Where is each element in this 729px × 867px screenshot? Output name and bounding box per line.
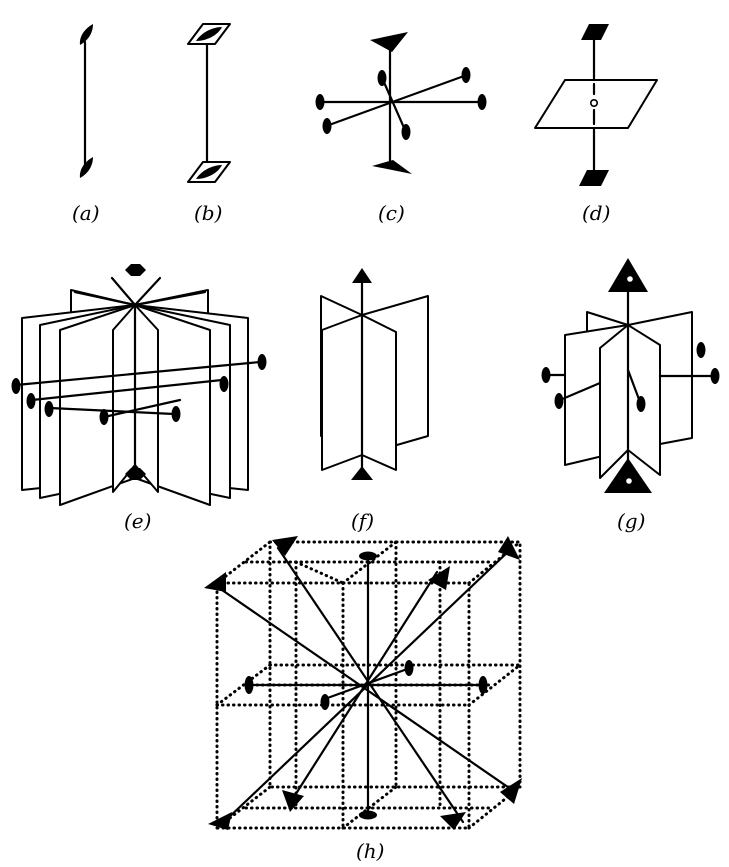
threefold-symbol-icon bbox=[352, 268, 372, 283]
threefold-symbol-icon bbox=[282, 790, 304, 812]
twofold-symbol-icon bbox=[401, 124, 411, 140]
sixfold-symbol-icon bbox=[125, 264, 146, 276]
panel-f-threefold-planes bbox=[320, 268, 429, 480]
twofold-symbol-icon bbox=[359, 810, 377, 820]
twofold-symbol-icon bbox=[477, 94, 487, 110]
twofold-symbol-icon bbox=[461, 67, 471, 83]
label-b: (b) bbox=[194, 201, 222, 225]
twofold-symbol-icon bbox=[244, 676, 254, 694]
threefold-symbol-icon bbox=[500, 778, 522, 804]
mirror-plane bbox=[134, 304, 159, 493]
panel-b-axis-with-planes bbox=[187, 23, 231, 183]
threefold-symbol-icon bbox=[272, 536, 298, 556]
twofold-symbol-icon bbox=[710, 368, 720, 384]
inversion-center-icon bbox=[626, 478, 632, 484]
threefold-symbol-icon bbox=[351, 466, 373, 480]
twofold-symbol-icon bbox=[404, 660, 414, 676]
threefold-symbol-icon bbox=[608, 258, 648, 292]
panel-h-cubic-axes bbox=[204, 536, 522, 830]
twofold-symbol-icon bbox=[196, 165, 222, 179]
inversion-center-icon bbox=[627, 276, 633, 282]
twofold-symbol-icon bbox=[320, 694, 330, 710]
twofold-symbol-icon bbox=[696, 342, 706, 358]
fourfold-symbol-icon bbox=[579, 170, 609, 186]
twofold-symbol-icon bbox=[26, 393, 36, 409]
mirror-plane bbox=[112, 304, 136, 493]
mirror-plane bbox=[361, 314, 397, 471]
threefold-symbol-icon bbox=[370, 32, 408, 52]
twofold-symbol-icon bbox=[11, 378, 21, 394]
sixfold-symbol-icon bbox=[125, 468, 146, 480]
twofold-symbol-icon bbox=[377, 70, 387, 86]
threefold-symbol-icon bbox=[204, 572, 226, 592]
label-e: (e) bbox=[124, 509, 151, 533]
twofold-symbol-icon bbox=[171, 406, 181, 422]
label-h: (h) bbox=[356, 839, 385, 863]
label-g: (g) bbox=[617, 509, 645, 533]
twofold-symbol-icon bbox=[478, 676, 488, 694]
threefold-symbol-icon bbox=[208, 812, 232, 830]
threefold-symbol-icon bbox=[604, 458, 652, 493]
threefold-symbol-icon bbox=[440, 812, 466, 830]
twofold-symbol-icon bbox=[79, 157, 93, 178]
panel-d-axis-plane-inversion bbox=[534, 24, 658, 186]
twofold-symbol-icon bbox=[359, 551, 377, 561]
twofold-symbol-icon bbox=[541, 367, 551, 383]
mirror-plane bbox=[321, 314, 363, 471]
twofold-symbol-icon bbox=[636, 396, 646, 412]
twofold-symbol-icon bbox=[79, 24, 93, 45]
threefold-symbol-icon bbox=[428, 566, 450, 590]
panel-g-threefold-rotoinversion bbox=[541, 258, 720, 493]
twofold-symbol-icon bbox=[196, 27, 222, 41]
twofold-symbol-icon bbox=[322, 118, 332, 134]
label-d: (d) bbox=[582, 201, 610, 225]
twofold-symbol-icon bbox=[44, 401, 54, 417]
twofold-symbol-icon bbox=[554, 393, 564, 409]
threefold-symbol-icon bbox=[372, 160, 412, 174]
label-c: (c) bbox=[378, 201, 405, 225]
twofold-symbol-icon bbox=[257, 354, 267, 370]
inversion-center-icon bbox=[589, 99, 598, 108]
panel-c-threefold-twofold-axes bbox=[315, 32, 487, 174]
label-a: (a) bbox=[72, 201, 100, 225]
twofold-symbol-icon bbox=[219, 376, 229, 392]
panel-e-sixfold-planes bbox=[11, 264, 267, 506]
fourfold-symbol-icon bbox=[581, 24, 609, 40]
panel-a-twofold-axis bbox=[79, 24, 93, 178]
label-f: (f) bbox=[351, 509, 374, 533]
twofold-symbol-icon bbox=[315, 94, 325, 110]
threefold-symbol-icon bbox=[498, 536, 520, 560]
mirror-plane bbox=[599, 324, 629, 479]
twofold-symbol-icon bbox=[99, 409, 109, 425]
